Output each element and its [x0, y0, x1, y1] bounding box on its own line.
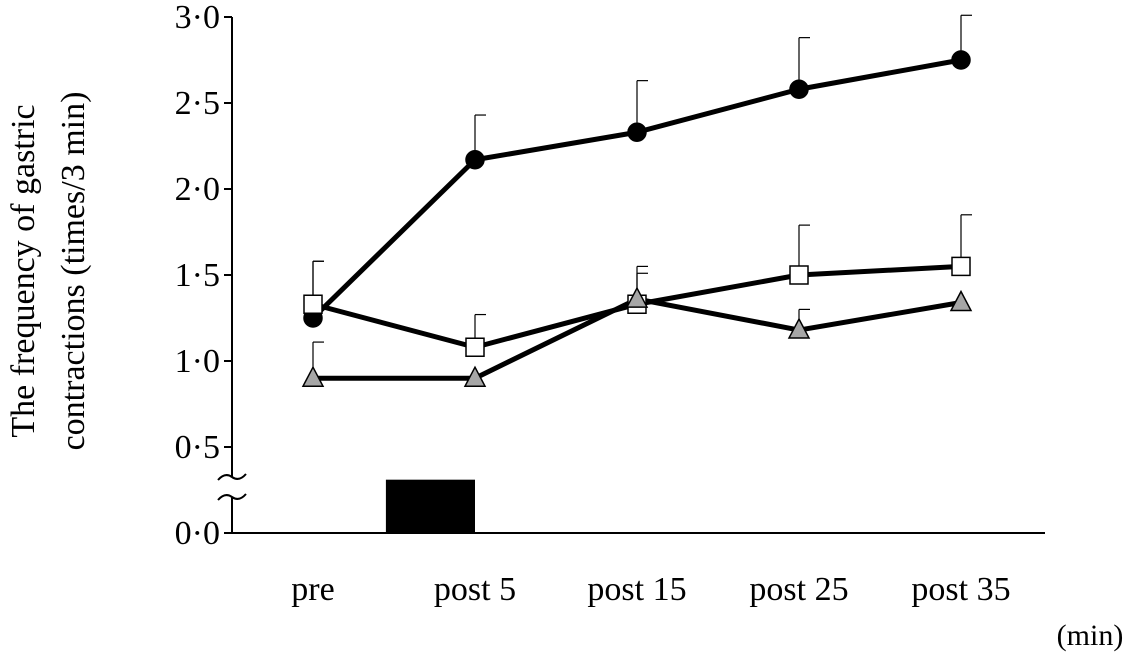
data-point-triangle	[301, 365, 325, 387]
data-point-square	[465, 337, 485, 357]
axis-break-mark-bottom	[217, 493, 247, 501]
y-axis-label-line2: contractions (times/3 min)	[55, 92, 92, 451]
stimulus-layer	[385, 479, 475, 533]
axes	[217, 16, 1045, 534]
data-point-triangle	[787, 317, 811, 339]
y-tick-label: 2·0	[175, 171, 220, 208]
y-tick-label: 1·5	[175, 257, 220, 294]
data-point-circle	[627, 122, 647, 142]
error-bar-layer	[312, 14, 972, 379]
x-tick-label: post 25	[749, 571, 848, 608]
y-tick-label: 1·0	[175, 343, 220, 380]
data-point-triangle	[949, 289, 973, 312]
data-point-triangle	[625, 286, 649, 308]
x-axis-unit-label: (min)	[1057, 619, 1124, 652]
y-tick-label: 0·5	[175, 429, 220, 466]
text-layer: The frequency of gastric contractions (t…	[5, 0, 1123, 652]
y-tick-label: 0·0	[175, 515, 220, 552]
data-point-triangle	[463, 365, 487, 387]
data-point-square	[789, 265, 809, 285]
stimulus-bar	[385, 479, 475, 533]
y-tick-label: 3·0	[175, 0, 220, 36]
data-point-square	[303, 294, 323, 314]
data-point-square	[951, 256, 971, 277]
x-tick-label: post 15	[587, 571, 686, 608]
marker-layer	[301, 50, 973, 387]
axis-break-mark-top	[217, 473, 247, 481]
data-point-circle	[789, 79, 809, 99]
x-tick-label: post 35	[911, 571, 1010, 608]
y-axis-label-line1: The frequency of gastric	[5, 104, 42, 437]
x-tick-label: pre	[291, 571, 334, 608]
data-point-circle	[465, 150, 485, 170]
x-tick-label: post 5	[434, 571, 516, 608]
data-point-circle	[951, 50, 971, 70]
y-tick-label: 2·5	[175, 85, 220, 122]
